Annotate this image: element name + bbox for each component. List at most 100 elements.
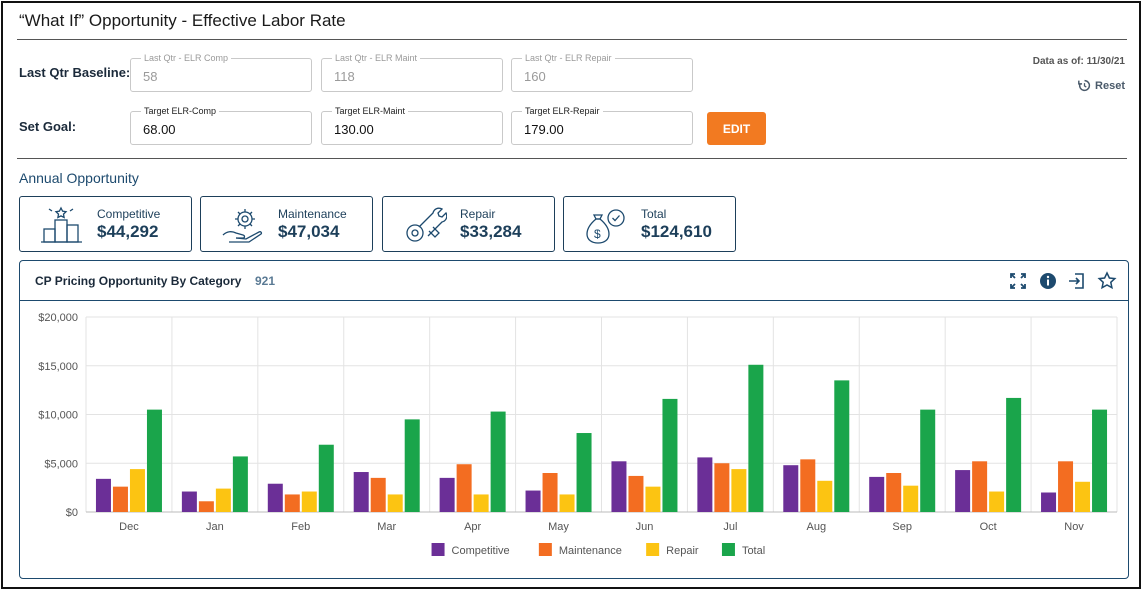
- bar-repair: [559, 494, 575, 512]
- bar-maintenance: [198, 501, 214, 512]
- bar-repair: [817, 480, 833, 512]
- target-maint-input[interactable]: Target ELR-Maint 130.00: [321, 105, 503, 145]
- page-title: “What If” Opportunity - Effective Labor …: [19, 11, 346, 30]
- bar-maintenance: [1058, 461, 1074, 512]
- bar-total: [834, 380, 850, 512]
- card-label: Maintenance: [278, 207, 347, 221]
- bar-total: [318, 444, 334, 512]
- section-divider: [17, 158, 1127, 159]
- x-tick-label: Apr: [464, 521, 481, 533]
- legend-label: Competitive: [452, 545, 510, 557]
- legend-swatch: [721, 543, 735, 556]
- chart-title: CP Pricing Opportunity By Category: [35, 274, 242, 288]
- annual-opportunity-title: Annual Opportunity: [19, 170, 139, 186]
- bar-competitive: [955, 470, 971, 512]
- card-total: $ Total $124,610: [563, 196, 736, 252]
- x-tick-label: Jan: [206, 521, 224, 533]
- card-value: $33,284: [460, 222, 522, 241]
- bar-competitive: [439, 477, 455, 512]
- money-bag-gear-icon: $: [586, 209, 625, 244]
- bar-maintenance: [972, 461, 988, 512]
- card-label: Total: [641, 207, 667, 221]
- bar-repair: [301, 491, 317, 512]
- bar-maintenance: [370, 477, 386, 512]
- goal-label: Set Goal:: [19, 119, 77, 134]
- x-tick-label: Sep: [892, 521, 912, 533]
- y-tick-label: $20,000: [38, 312, 78, 324]
- x-tick-label: Jun: [636, 521, 654, 533]
- info-icon[interactable]: [1038, 271, 1058, 291]
- bar-competitive: [95, 478, 111, 512]
- bar-maintenance: [886, 473, 902, 512]
- bar-repair: [1075, 481, 1091, 512]
- baseline-comp-field: Last Qtr - ELR Comp 58: [130, 52, 312, 92]
- bar-competitive: [869, 476, 885, 512]
- field-value: 160: [524, 69, 546, 84]
- field-label: Last Qtr - ELR Comp: [141, 52, 232, 64]
- bar-repair: [903, 485, 919, 512]
- bar-total: [232, 456, 248, 512]
- y-tick-label: $10,000: [38, 410, 78, 422]
- card-value: $124,610: [641, 222, 712, 241]
- bar-maintenance: [112, 486, 128, 512]
- bar-total: [662, 398, 678, 512]
- y-tick-label: $15,000: [38, 361, 78, 373]
- bar-maintenance: [542, 473, 558, 512]
- bar-total: [920, 409, 936, 512]
- field-value: 179.00: [524, 122, 564, 137]
- reset-button[interactable]: Reset: [1078, 79, 1125, 92]
- chart-panel: CP Pricing Opportunity By Category 921: [19, 260, 1129, 579]
- bar-total: [576, 433, 592, 512]
- edit-button[interactable]: EDIT: [707, 112, 766, 145]
- bar-maintenance: [456, 464, 472, 512]
- star-icon[interactable]: [1097, 271, 1117, 291]
- x-tick-label: Aug: [807, 521, 827, 533]
- x-tick-label: Feb: [291, 521, 310, 533]
- bar-total: [146, 409, 162, 512]
- hand-gear-icon: [222, 209, 263, 243]
- field-label: Target ELR-Maint: [332, 105, 409, 117]
- reset-label: Reset: [1095, 79, 1125, 92]
- bar-competitive: [697, 457, 713, 512]
- export-icon[interactable]: [1067, 271, 1087, 291]
- field-value: 130.00: [334, 122, 374, 137]
- bar-competitive: [181, 491, 197, 512]
- bar-competitive: [783, 465, 799, 512]
- legend-swatch: [538, 543, 552, 556]
- card-label: Competitive: [97, 207, 161, 221]
- bar-total: [748, 364, 764, 512]
- bar-competitive: [267, 483, 283, 512]
- bar-repair: [731, 469, 747, 512]
- bar-repair: [645, 486, 661, 512]
- bar-competitive: [1041, 492, 1057, 512]
- legend-label: Total: [742, 545, 765, 557]
- x-tick-label: Nov: [1064, 521, 1084, 533]
- field-label: Target ELR-Comp: [141, 105, 220, 117]
- baseline-maint-field: Last Qtr - ELR Maint 118: [321, 52, 503, 92]
- y-tick-label: $0: [66, 507, 78, 519]
- wrench-gear-icon: [406, 207, 447, 242]
- field-label: Target ELR-Repair: [522, 105, 603, 117]
- baseline-label: Last Qtr Baseline:: [19, 65, 131, 80]
- bar-competitive: [525, 490, 541, 512]
- target-comp-input[interactable]: Target ELR-Comp 68.00: [130, 105, 312, 145]
- legend-label: Repair: [666, 545, 699, 557]
- x-tick-label: Jul: [723, 521, 737, 533]
- field-label: Last Qtr - ELR Repair: [522, 52, 615, 64]
- bar-total: [1006, 397, 1022, 512]
- bar-repair: [215, 488, 231, 512]
- bar-total: [490, 411, 506, 512]
- target-repair-input[interactable]: Target ELR-Repair 179.00: [511, 105, 693, 145]
- chart-panel-header: CP Pricing Opportunity By Category 921: [20, 261, 1128, 301]
- svg-text:$: $: [594, 227, 601, 241]
- field-value: 58: [143, 69, 158, 84]
- expand-icon[interactable]: [1008, 271, 1028, 291]
- bar-total: [404, 419, 420, 512]
- bar-chart: $0 $5,000 $10,000 $15,000 $20,000 Dec Jan Feb Ma…: [38, 312, 1118, 557]
- field-value: 68.00: [143, 122, 176, 137]
- x-tick-label: May: [548, 521, 569, 533]
- y-tick-label: $5,000: [44, 458, 78, 470]
- bar-repair: [989, 491, 1005, 512]
- title-divider: [17, 39, 1127, 40]
